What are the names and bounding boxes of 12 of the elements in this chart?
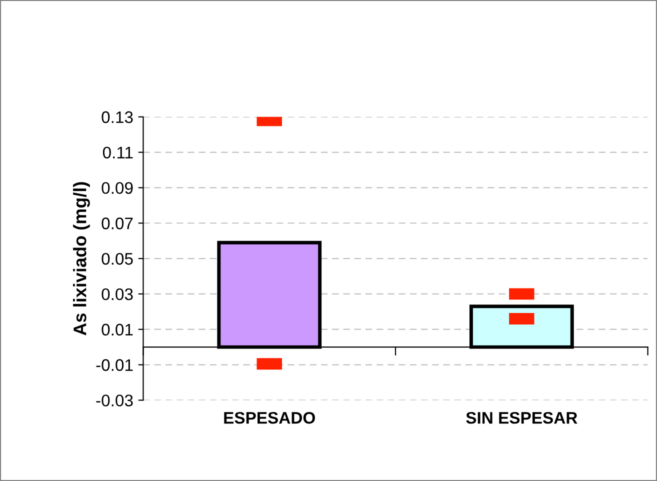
y-tick-label: 0.07 [102, 218, 133, 230]
y-tick-label: 0.09 [102, 182, 133, 194]
y-tick-label: 0.05 [102, 252, 133, 265]
x-tick-label: SIN ESPESAR [466, 412, 578, 424]
y-tick-label: 0.03 [102, 288, 133, 300]
y-tick-label: 0.13 [102, 111, 133, 124]
y-tick-label: 0.11 [102, 146, 133, 158]
y-tick-label: -0.01 [96, 359, 133, 371]
y-tick-label: -0.03 [96, 394, 133, 406]
y-axis-title: As lixiviado (mg/l) [73, 182, 90, 336]
x-tick-label: ESPESADO [224, 412, 315, 424]
y-tick-label: 0.01 [102, 324, 133, 336]
